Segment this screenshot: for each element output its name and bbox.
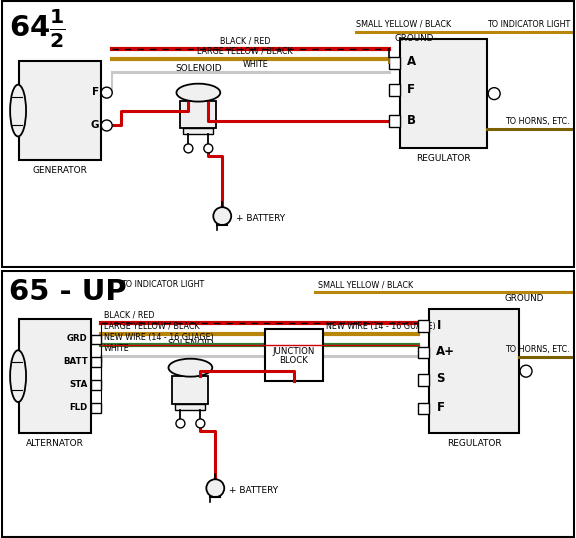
Bar (172, 376, 209, 404)
Circle shape (206, 479, 224, 497)
Bar (91, 380, 101, 390)
Text: + BATTERY: + BATTERY (229, 486, 278, 495)
Text: GROUND: GROUND (504, 294, 544, 303)
Text: ALTERNATOR: ALTERNATOR (26, 440, 84, 448)
Circle shape (488, 88, 500, 100)
Text: F: F (437, 401, 445, 414)
Text: WHITE: WHITE (242, 60, 268, 69)
Text: SMALL YELLOW / BLACK: SMALL YELLOW / BLACK (356, 20, 451, 29)
Text: B: B (407, 114, 415, 126)
Text: BLACK / RED: BLACK / RED (104, 311, 154, 320)
Bar (389, 115, 400, 127)
Circle shape (101, 120, 112, 131)
Text: STA: STA (70, 380, 88, 389)
Ellipse shape (168, 359, 213, 377)
Text: NEW WIRE (14 - 16 GUAGE): NEW WIRE (14 - 16 GUAGE) (326, 322, 435, 331)
Text: TO HORNS, ETC.: TO HORNS, ETC. (505, 117, 570, 126)
Bar (91, 404, 101, 413)
Text: A: A (407, 55, 416, 68)
Circle shape (204, 144, 213, 153)
Text: SOLENOID: SOLENOID (175, 63, 222, 73)
Text: I: I (437, 319, 441, 332)
Text: GRD: GRD (67, 334, 88, 343)
Text: + BATTERY: + BATTERY (236, 214, 285, 223)
Bar (419, 402, 430, 414)
Bar (176, 404, 205, 409)
Text: FLD: FLD (70, 403, 88, 412)
Bar (419, 320, 430, 332)
Bar (180, 101, 216, 129)
Bar (430, 309, 519, 434)
Text: S: S (437, 372, 445, 385)
Text: LARGE YELLOW / BLACK: LARGE YELLOW / BLACK (198, 47, 293, 56)
Ellipse shape (10, 84, 26, 137)
Bar (419, 374, 430, 386)
Bar (389, 84, 400, 96)
Text: BLACK / RED: BLACK / RED (220, 37, 270, 46)
Circle shape (520, 365, 532, 377)
Circle shape (184, 144, 193, 153)
Ellipse shape (10, 350, 26, 402)
Bar (389, 57, 400, 69)
Text: JUNCTION: JUNCTION (273, 347, 315, 356)
Text: GROUND: GROUND (395, 34, 434, 43)
Circle shape (176, 419, 185, 428)
Text: TO INDICATOR LIGHT: TO INDICATOR LIGHT (120, 280, 204, 289)
Bar (19, 61, 101, 160)
Bar (419, 346, 430, 358)
Bar (91, 335, 101, 344)
Text: BLOCK: BLOCK (279, 356, 308, 365)
Text: WHITE: WHITE (104, 344, 130, 353)
Text: GENERATOR: GENERATOR (32, 166, 88, 175)
Text: F: F (407, 83, 415, 96)
Circle shape (101, 87, 112, 98)
Circle shape (196, 419, 205, 428)
Text: NEW WIRE (14 - 16 GUAGE): NEW WIRE (14 - 16 GUAGE) (104, 333, 214, 342)
Text: REGULATOR: REGULATOR (416, 154, 471, 164)
Text: G: G (90, 119, 98, 130)
Text: F: F (92, 87, 98, 97)
Text: 65 - UP: 65 - UP (9, 278, 127, 306)
Ellipse shape (176, 84, 220, 102)
Bar (19, 319, 91, 434)
Text: REGULATOR: REGULATOR (447, 440, 502, 448)
Bar (183, 129, 213, 134)
Text: TO HORNS, ETC.: TO HORNS, ETC. (505, 345, 570, 355)
Text: A+: A+ (437, 345, 456, 358)
Text: TO INDICATOR LIGHT: TO INDICATOR LIGHT (487, 20, 570, 29)
Text: BATT: BATT (63, 357, 88, 366)
Text: 64$\mathregular{\frac{1}{2}}$: 64$\mathregular{\frac{1}{2}}$ (9, 8, 66, 51)
Text: SMALL YELLOW / BLACK: SMALL YELLOW / BLACK (318, 280, 413, 289)
Circle shape (213, 207, 231, 225)
Bar (91, 357, 101, 367)
Text: SOLENOID: SOLENOID (167, 339, 214, 348)
Text: LARGE YELLOW / BLACK: LARGE YELLOW / BLACK (104, 322, 199, 331)
Bar (400, 39, 487, 148)
Bar (265, 329, 323, 380)
